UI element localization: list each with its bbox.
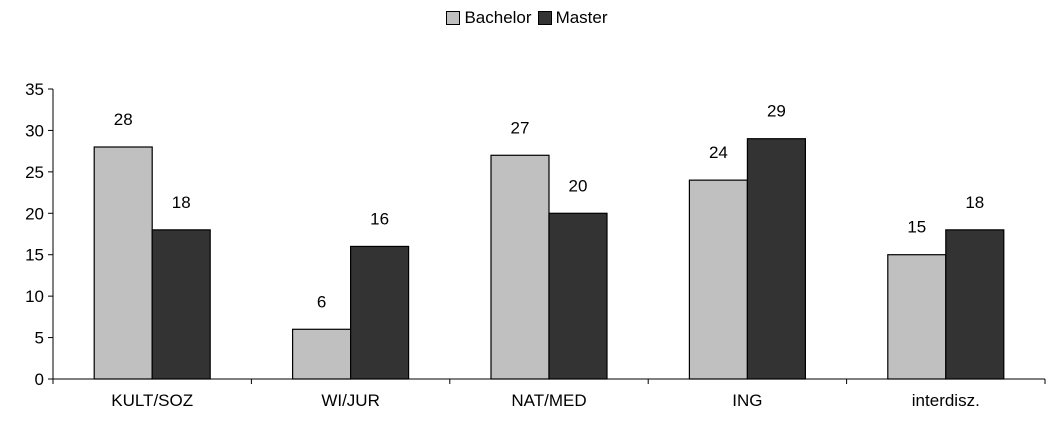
x-ticks: KULT/SOZ WI/JUR NAT/MED ING interdisz.	[52, 379, 1046, 410]
legend-label-master: Master	[555, 8, 608, 27]
data-label-master: 18	[965, 193, 984, 212]
legend-item-bachelor: Bachelor	[446, 8, 532, 28]
legend-swatch-bachelor	[446, 11, 461, 25]
data-label-bachelor: 6	[317, 292, 326, 311]
y-tick-label: 25	[25, 163, 44, 182]
y-tick-label: 0	[35, 370, 44, 389]
x-tick-label: WI/JUR	[321, 391, 380, 410]
legend-label-bachelor: Bachelor	[464, 8, 532, 27]
data-label-master: 29	[767, 102, 786, 121]
y-tick-label: 30	[25, 121, 44, 140]
bar-bachelor	[688, 179, 749, 380]
legend-item-master: Master	[537, 8, 608, 28]
bar-master	[151, 229, 211, 380]
legend-swatch-master	[537, 11, 552, 25]
y-tick-label: 10	[25, 287, 44, 306]
data-label-master: 16	[370, 209, 389, 228]
y-tick-label: 5	[35, 329, 44, 348]
y-tick-label: 15	[25, 246, 44, 265]
x-tick-label: KULT/SOZ	[111, 391, 193, 410]
x-tick-label: ING	[732, 391, 762, 410]
data-labels: 28 18 6 16 27 20 24 29 15 18	[114, 102, 985, 312]
bar-bachelor	[93, 146, 153, 380]
y-ticks: 0 5 10 15 20 25 30 35	[25, 80, 53, 389]
bar-master	[945, 229, 1005, 380]
bar-master	[548, 212, 608, 380]
x-tick-label: NAT/MED	[511, 391, 586, 410]
bar-bachelor	[292, 328, 352, 380]
bar-master	[350, 245, 410, 380]
bar-bachelor	[887, 254, 947, 380]
data-label-master: 18	[172, 193, 191, 212]
y-tick-label: 20	[25, 204, 44, 223]
bar-bachelor	[490, 154, 550, 380]
bar-master	[746, 138, 807, 380]
bars	[93, 138, 1005, 380]
data-label-bachelor: 15	[907, 218, 926, 237]
data-label-master: 20	[569, 176, 588, 195]
y-tick-label: 35	[25, 80, 44, 99]
x-tick-label: interdisz.	[912, 391, 980, 410]
legend: Bachelor Master	[0, 8, 1054, 28]
data-label-bachelor: 24	[709, 143, 728, 162]
data-label-bachelor: 28	[114, 110, 133, 129]
data-label-bachelor: 27	[511, 118, 530, 137]
